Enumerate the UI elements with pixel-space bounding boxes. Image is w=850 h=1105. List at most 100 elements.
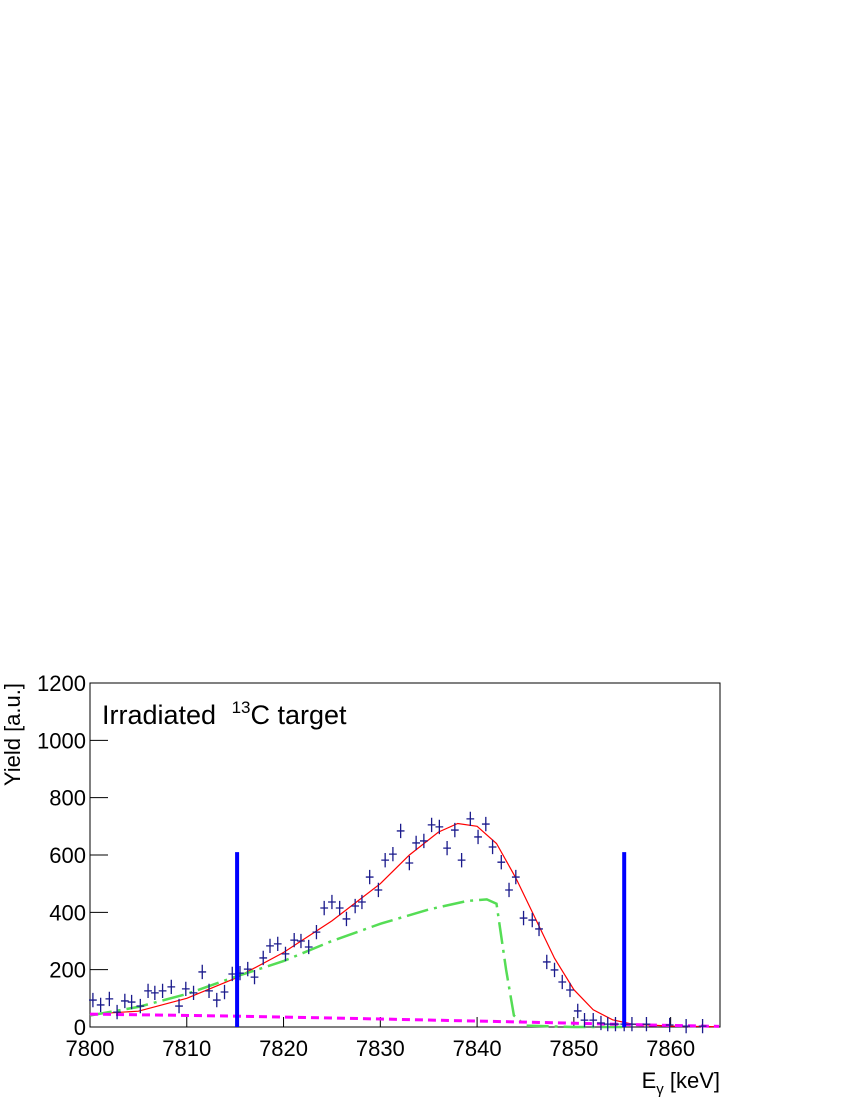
data-point xyxy=(243,961,252,977)
data-point xyxy=(158,983,167,999)
data-point xyxy=(535,921,543,937)
data-point xyxy=(628,1016,636,1032)
data-point xyxy=(466,811,475,827)
data-point xyxy=(580,1012,589,1028)
x-tick-label: 7840 xyxy=(453,1036,502,1061)
x-tick-label: 7850 xyxy=(549,1036,598,1061)
data-point xyxy=(120,993,129,1009)
data-point xyxy=(358,894,366,910)
data-point xyxy=(351,898,360,914)
y-tick-label: 400 xyxy=(49,900,86,925)
data-point xyxy=(250,969,259,985)
data-point xyxy=(220,984,229,1000)
data-point xyxy=(396,823,405,839)
x-tick-label: 7820 xyxy=(259,1036,308,1061)
data-point xyxy=(175,998,183,1014)
data-point xyxy=(457,852,466,868)
fit-curve xyxy=(89,898,623,1029)
title-part: Irradiated xyxy=(102,700,224,730)
data-point xyxy=(205,983,213,999)
data-point xyxy=(150,985,159,1001)
data-point xyxy=(528,912,537,928)
y-tick-label: 800 xyxy=(49,786,86,811)
data-point xyxy=(597,1015,605,1031)
data-point xyxy=(550,962,559,978)
x-label-part: E xyxy=(642,1068,657,1093)
data-point xyxy=(189,985,198,1001)
data-point xyxy=(497,855,506,870)
data-point xyxy=(665,1017,674,1033)
x-tick-label: 7810 xyxy=(162,1036,211,1061)
y-tick-label: 200 xyxy=(49,958,86,983)
x-tick-label: 7860 xyxy=(646,1036,695,1061)
data-point xyxy=(212,992,221,1008)
data-point xyxy=(374,882,383,898)
data-point xyxy=(312,924,321,940)
x-tick-label: 7830 xyxy=(356,1036,405,1061)
data-point xyxy=(127,994,136,1010)
data-point xyxy=(113,1004,121,1020)
data-point xyxy=(228,966,237,982)
data-point xyxy=(167,979,176,995)
data-point xyxy=(698,1018,707,1034)
data-point xyxy=(181,981,190,997)
data-point xyxy=(566,982,574,998)
data-point xyxy=(611,1016,620,1032)
data-point xyxy=(365,869,374,885)
data-point xyxy=(136,998,145,1014)
data-point xyxy=(435,819,444,835)
data-point xyxy=(412,835,420,851)
data-point xyxy=(505,882,513,898)
data-point xyxy=(342,911,351,927)
data-point xyxy=(450,822,459,838)
data-point xyxy=(89,992,97,1008)
data-point xyxy=(642,1016,651,1032)
y-tick-label: 0 xyxy=(74,1015,86,1040)
data-point xyxy=(320,900,329,916)
title-part: C target xyxy=(251,700,348,730)
data-point xyxy=(381,852,390,868)
data-point xyxy=(603,1016,612,1032)
y-tick-label: 1200 xyxy=(37,671,86,696)
data-point xyxy=(682,1018,690,1034)
data-point xyxy=(443,840,451,856)
data-point xyxy=(290,932,299,948)
data-point xyxy=(281,946,290,962)
data-point xyxy=(542,954,551,970)
data-point xyxy=(519,910,528,926)
data-point xyxy=(558,974,567,990)
data-point xyxy=(511,869,520,885)
data-point xyxy=(297,933,305,949)
data-point xyxy=(335,900,344,916)
data-point xyxy=(273,936,282,952)
data-point xyxy=(420,833,428,849)
data-point xyxy=(389,846,397,862)
x-tick-label: 7800 xyxy=(66,1036,115,1061)
data-point xyxy=(589,1012,598,1028)
data-point xyxy=(405,855,414,871)
data-point xyxy=(488,839,497,855)
data-point xyxy=(198,964,207,980)
x-label-part: [keV] xyxy=(664,1068,720,1093)
data-point xyxy=(266,938,274,954)
y-tick-label: 600 xyxy=(49,843,86,868)
fit-curve xyxy=(89,1012,720,1028)
data-point xyxy=(474,829,482,845)
data-point xyxy=(96,997,105,1013)
data-point xyxy=(304,939,313,955)
data-point xyxy=(427,817,436,833)
chart-title: Irradiated 13C target xyxy=(102,698,347,730)
data-point xyxy=(481,816,490,832)
data-point xyxy=(144,983,152,999)
x-axis-label: Eγ [keV] xyxy=(642,1068,720,1098)
y-axis-label: Yield [a.u.] xyxy=(0,683,25,786)
data-point xyxy=(105,991,114,1007)
data-point xyxy=(259,950,268,966)
x-label-subscript: γ xyxy=(656,1081,664,1098)
data-point xyxy=(328,894,336,910)
title-superscript: 13 xyxy=(232,698,251,717)
y-tick-label: 1000 xyxy=(37,728,86,753)
data-point xyxy=(573,1003,582,1019)
